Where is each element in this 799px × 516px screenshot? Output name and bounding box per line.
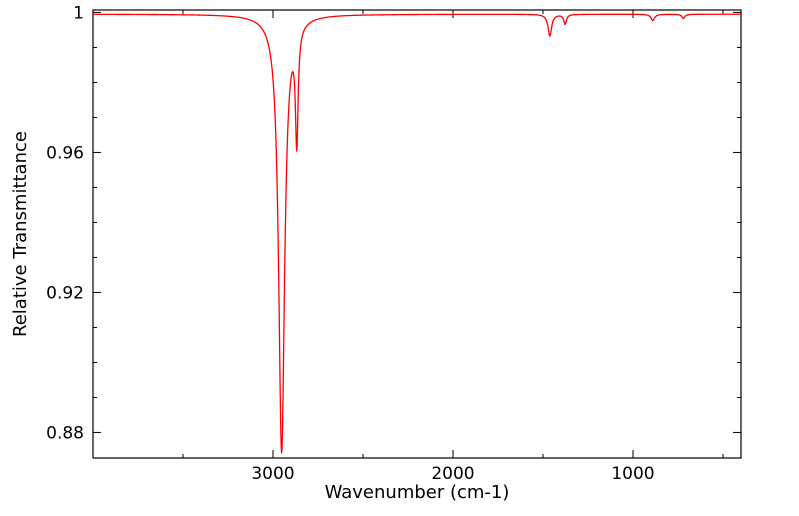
y-tick-label: 0.88 [46, 423, 84, 443]
spectrum-line [92, 13, 742, 454]
x-tick-label: 3000 [251, 464, 294, 484]
x-tick-label: 2000 [431, 464, 474, 484]
x-tick-label: 1000 [611, 464, 654, 484]
plot-border [92, 9, 742, 459]
x-axis-title: Wavenumber (cm-1) [324, 482, 510, 503]
y-tick-label: 1 [73, 3, 84, 23]
y-axis-title: Relative Transmittance [10, 131, 32, 337]
y-tick-label: 0.96 [46, 143, 84, 163]
y-tick-label: 0.92 [46, 283, 84, 303]
